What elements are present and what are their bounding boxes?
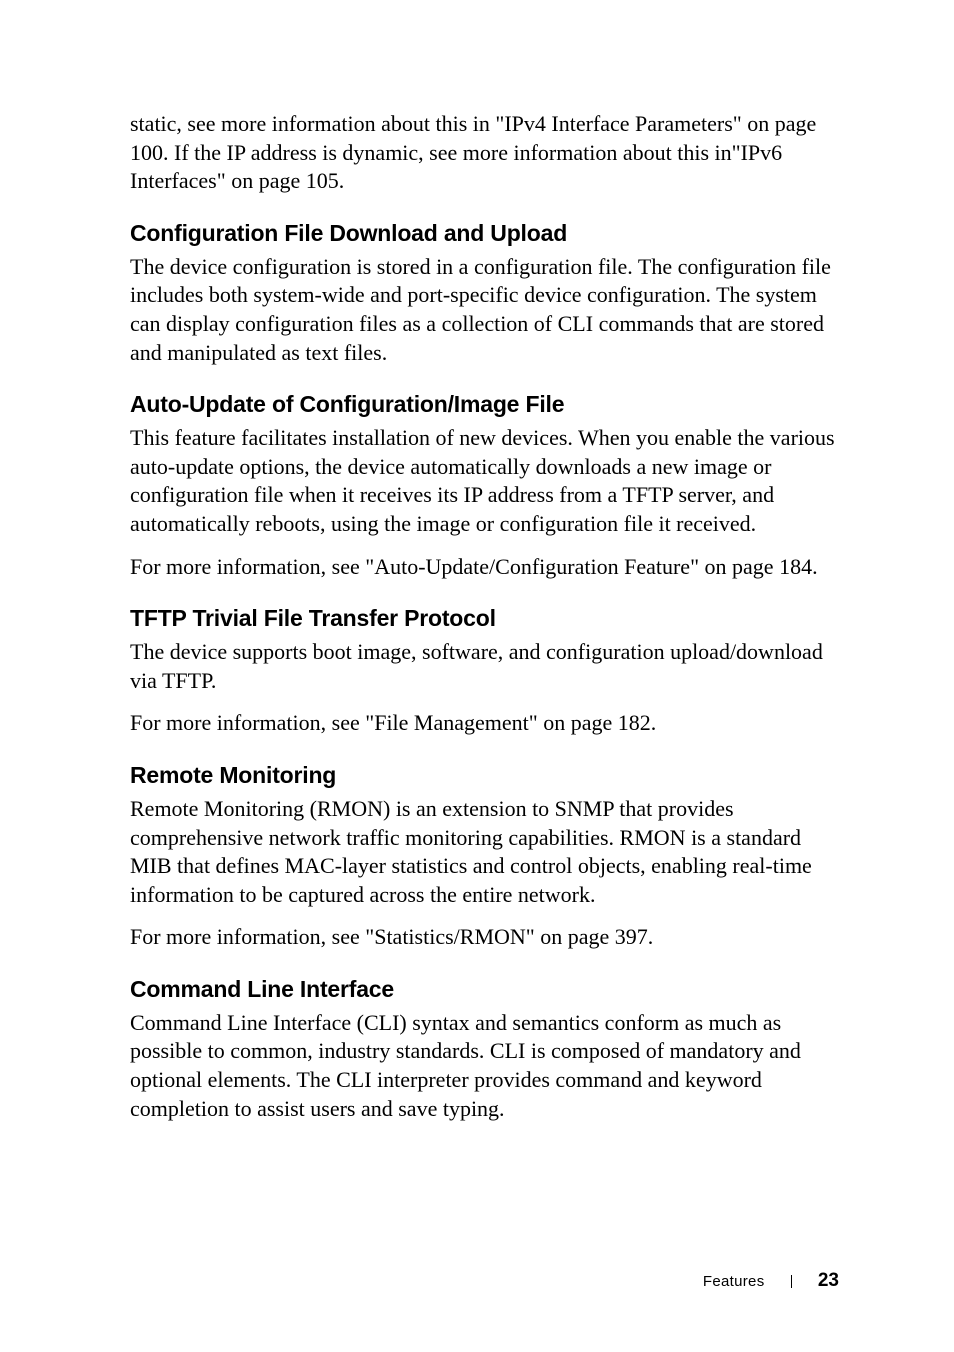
section-heading: Remote Monitoring	[130, 762, 844, 789]
document-page: static, see more information about this …	[0, 0, 954, 1352]
section-paragraph: For more information, see "File Manageme…	[130, 709, 844, 738]
footer-page-number: 23	[818, 1270, 839, 1291]
section-paragraph: The device configuration is stored in a …	[130, 253, 844, 367]
section-paragraph: Command Line Interface (CLI) syntax and …	[130, 1009, 844, 1123]
section-paragraph: For more information, see "Auto-Update/C…	[130, 553, 844, 582]
section-heading: Command Line Interface	[130, 976, 844, 1003]
footer-section-label: Features	[703, 1273, 765, 1290]
section-heading: TFTP Trivial File Transfer Protocol	[130, 605, 844, 632]
section-heading: Configuration File Download and Upload	[130, 220, 844, 247]
intro-paragraph: static, see more information about this …	[130, 110, 844, 196]
section-heading: Auto-Update of Configuration/Image File	[130, 391, 844, 418]
section-paragraph: The device supports boot image, software…	[130, 638, 844, 695]
footer-separator	[791, 1275, 792, 1288]
page-footer: Features 23	[703, 1270, 839, 1292]
section-paragraph: Remote Monitoring (RMON) is an extension…	[130, 795, 844, 909]
section-paragraph: For more information, see "Statistics/RM…	[130, 923, 844, 952]
section-paragraph: This feature facilitates installation of…	[130, 424, 844, 538]
